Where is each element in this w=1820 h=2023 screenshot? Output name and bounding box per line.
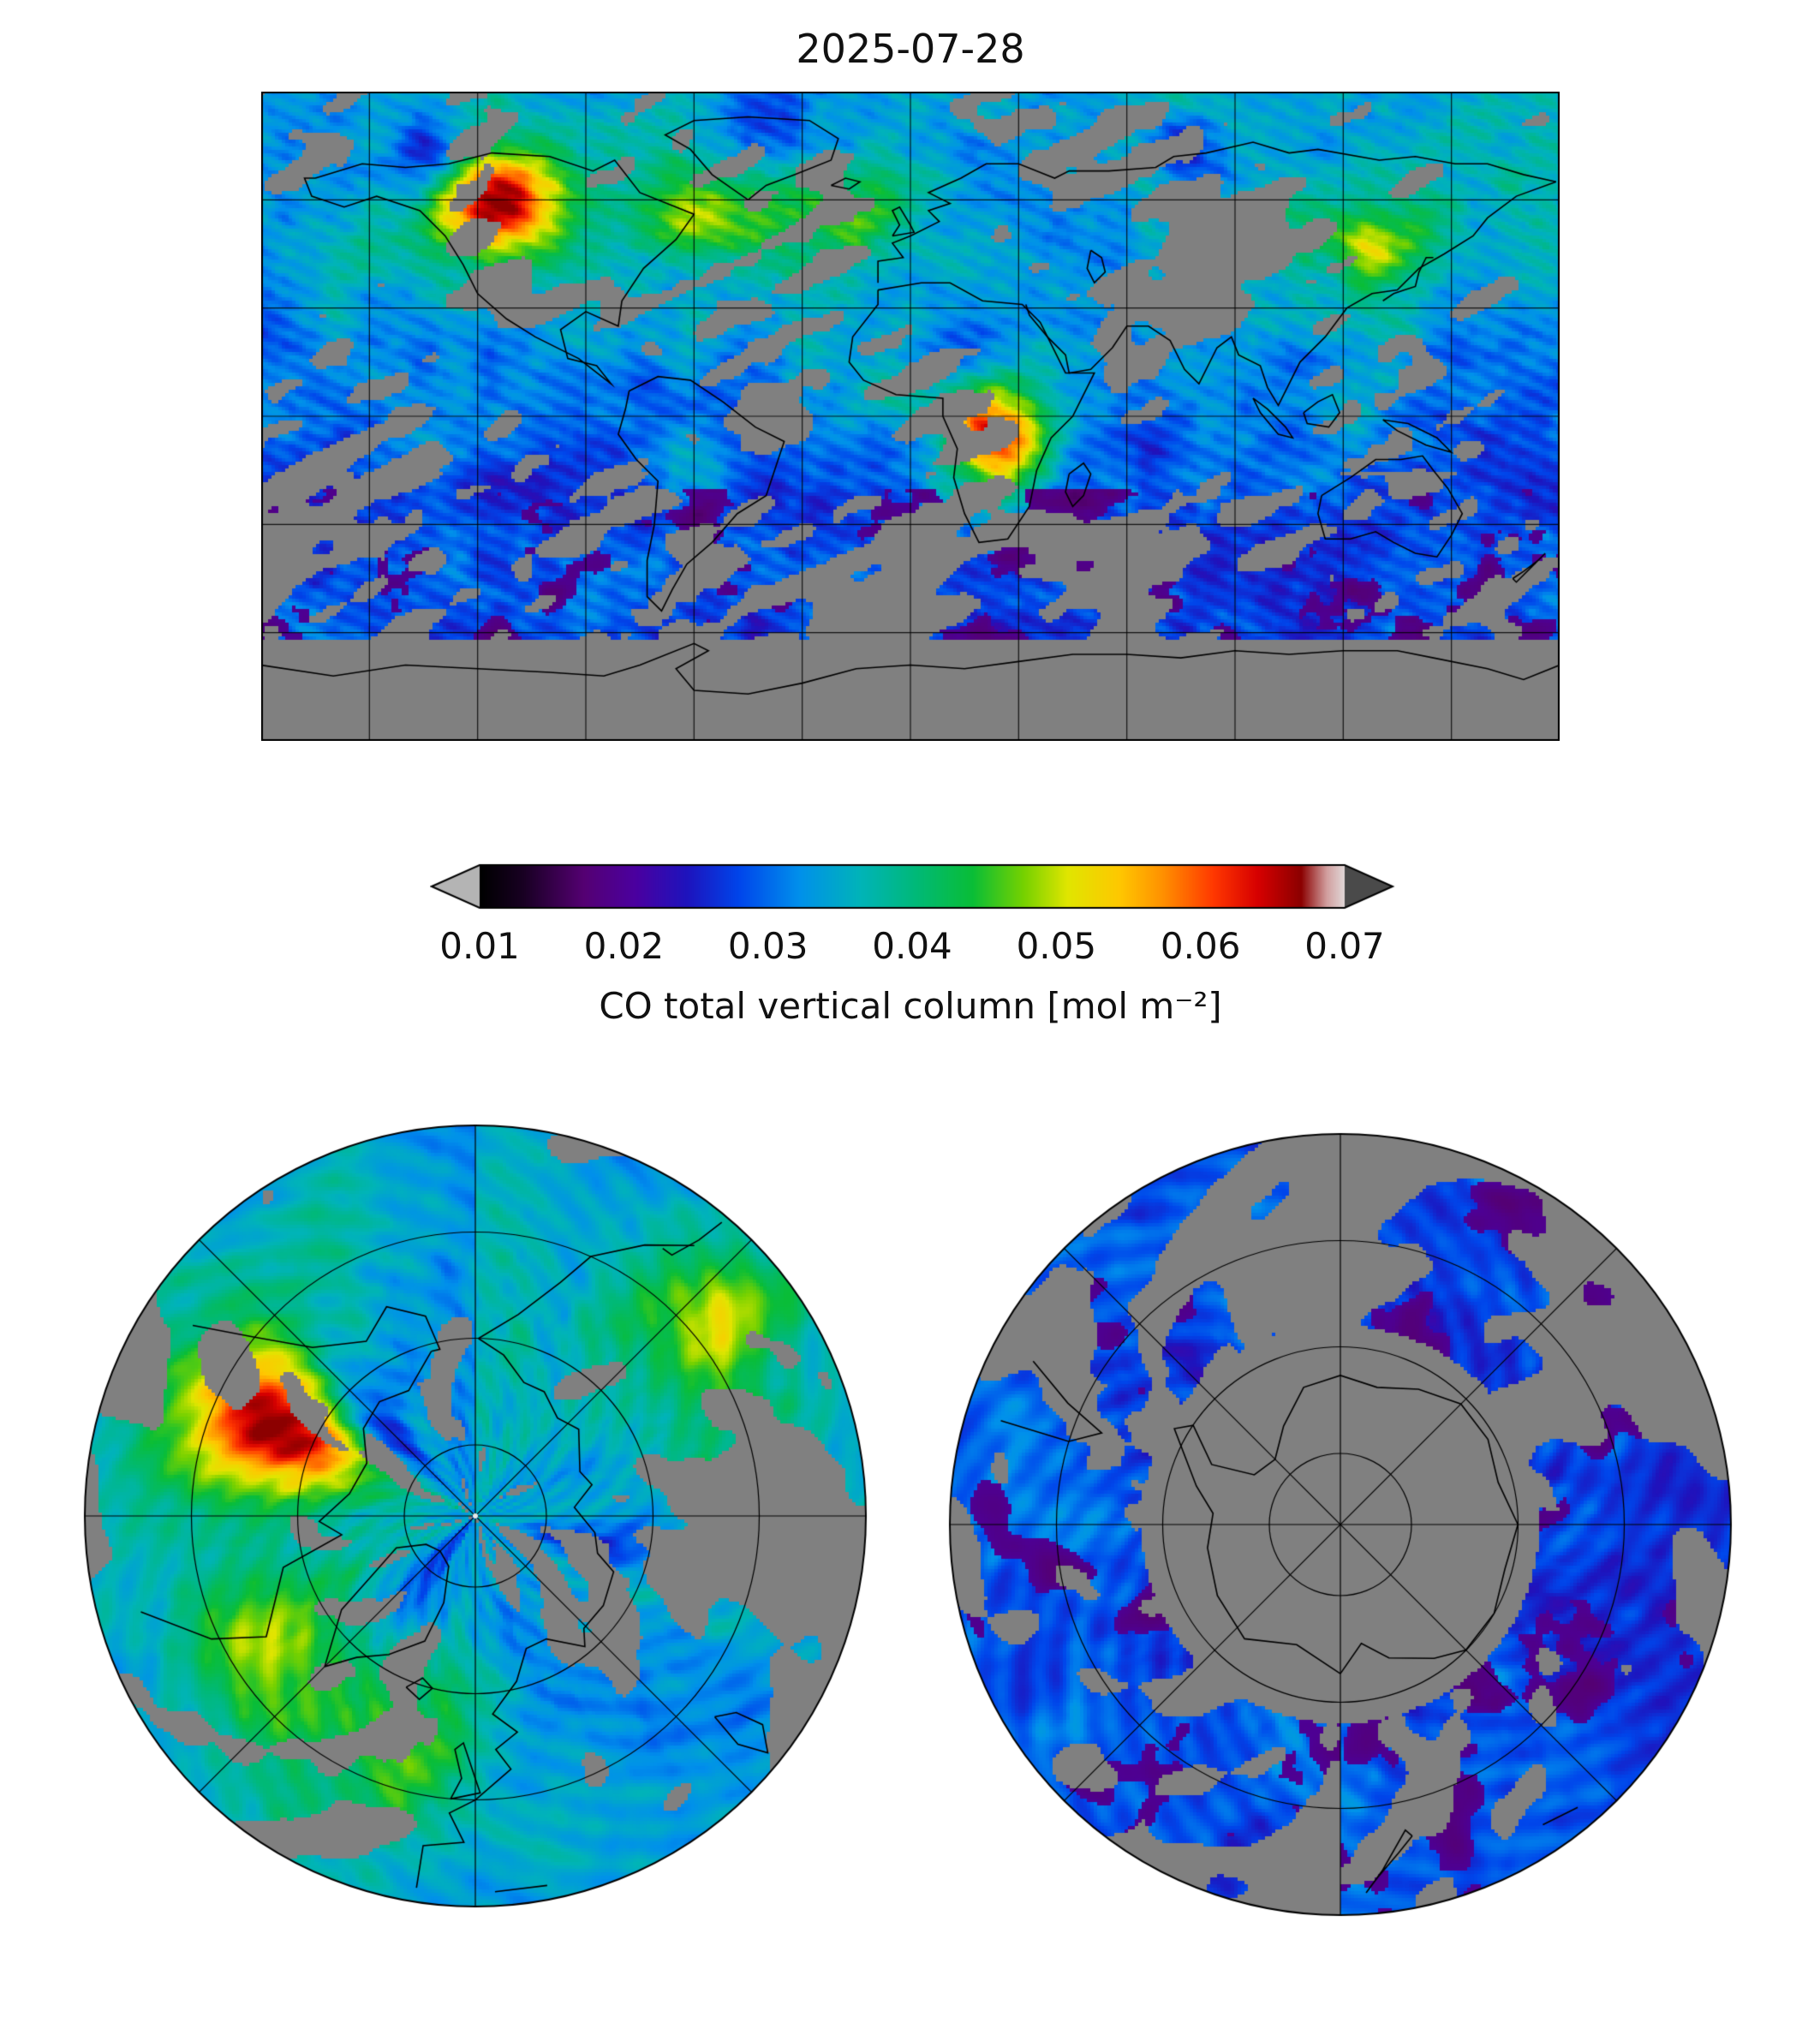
colorbar-tick-label: 0.06 — [1160, 925, 1241, 967]
colorbar-tick-label: 0.04 — [872, 925, 952, 967]
north-polar-map — [81, 1122, 869, 1910]
colorbar — [430, 863, 1398, 910]
south-polar-map — [946, 1131, 1734, 1919]
colorbar-ticks: 0.01 0.02 0.03 0.04 0.05 0.06 0.07 — [0, 925, 1820, 976]
colorbar-label: CO total vertical column [mol m⁻²] — [599, 985, 1222, 1027]
colorbar-tick-label: 0.05 — [1016, 925, 1097, 967]
colorbar-tick-label: 0.01 — [439, 925, 520, 967]
colorbar-tick-label: 0.03 — [727, 925, 809, 967]
figure-title: 2025-07-28 — [796, 26, 1025, 72]
global-map — [261, 92, 1560, 741]
colorbar-tick-label: 0.07 — [1304, 925, 1385, 967]
colorbar-tick-label: 0.02 — [583, 925, 665, 967]
